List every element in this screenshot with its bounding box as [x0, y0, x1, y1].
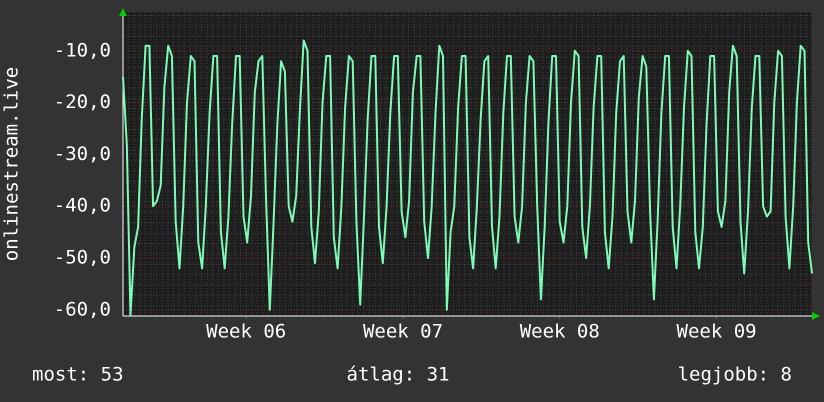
stat-current: most: 53: [32, 364, 124, 386]
data-line: [122, 39, 813, 316]
y-tick-label: -30,0: [54, 143, 111, 165]
y-tick-label: -50,0: [54, 246, 111, 268]
x-tick-label: Week 06: [206, 321, 286, 343]
y-axis-label: onlinestream.live: [1, 67, 23, 261]
grid: [122, 10, 814, 319]
y-tick-label: -20,0: [54, 91, 111, 113]
y-tick-label: -60,0: [54, 298, 111, 320]
x-tick-label: Week 09: [677, 321, 757, 343]
y-arrow: [119, 8, 127, 16]
marks: [122, 39, 813, 316]
y-tick-label: -40,0: [54, 195, 111, 217]
stat-best: legjobb: 8: [678, 364, 792, 386]
stat-average: átlag: 31: [347, 364, 450, 386]
x-tick-label: Week 08: [520, 321, 600, 343]
x-arrow: [812, 312, 820, 320]
x-tick-label: Week 07: [363, 321, 443, 343]
y-tick-label: -10,0: [54, 39, 111, 61]
